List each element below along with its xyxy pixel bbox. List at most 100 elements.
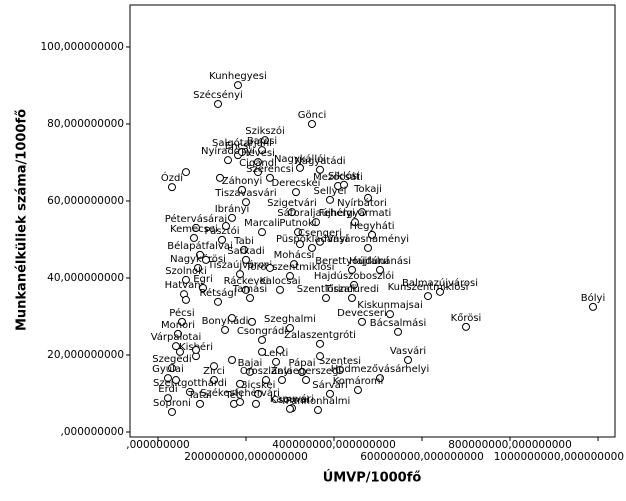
point-label: Szentesi: [319, 356, 361, 367]
point-label: Püspökladányi: [276, 233, 348, 245]
point-label: Pécsi: [169, 307, 194, 319]
x-tick-label: ,000000000: [126, 439, 189, 451]
data-point: [192, 345, 201, 354]
point-label: Mezőcsáti: [313, 171, 363, 183]
data-point: [210, 362, 219, 371]
data-point: [285, 324, 294, 333]
data-point: [185, 387, 194, 396]
point-label: Várpalotai: [151, 331, 202, 343]
point-label: Vasvári: [390, 345, 426, 357]
point-label: Vásárosnaményi: [327, 233, 409, 245]
point-label: Ráckevei: [224, 275, 269, 287]
data-point: [163, 374, 172, 383]
point-label: Tamási: [232, 283, 267, 295]
data-point: [181, 168, 190, 177]
point-label: Szigetvári: [267, 197, 317, 209]
data-point: [237, 185, 246, 194]
point-label: Érdi: [158, 382, 177, 395]
data-point: [245, 294, 254, 303]
point-label: Kalocsai: [259, 276, 300, 287]
data-point: [321, 294, 330, 303]
data-point: [240, 245, 249, 254]
y-tick-label: 40,000000000: [47, 272, 124, 284]
data-point: [193, 263, 202, 272]
data-point: [167, 407, 176, 416]
point-label: Soproni: [153, 398, 191, 409]
point-label: Hevesi: [241, 148, 275, 159]
data-point: [223, 156, 232, 165]
point-label: Komáromi: [333, 375, 384, 387]
data-point: [368, 230, 377, 239]
data-point: [313, 406, 322, 415]
point-label: Putnoki: [279, 218, 316, 229]
data-point: [294, 228, 303, 237]
point-label: Barcsi: [247, 136, 277, 147]
data-point: [254, 389, 263, 398]
data-point: [214, 99, 223, 108]
data-point: [316, 237, 325, 246]
data-point: [258, 347, 267, 356]
data-point: [357, 317, 366, 326]
data-point: [236, 270, 245, 279]
point-label: Szentlőrinci: [297, 283, 355, 295]
data-point: [265, 173, 274, 182]
data-point: [588, 302, 597, 311]
data-point: [353, 386, 362, 395]
point-label: Fehérgyarmati: [319, 207, 392, 219]
data-point: [196, 250, 205, 259]
data-point: [163, 394, 172, 403]
point-label: Oroszlányi: [240, 365, 292, 377]
data-point: [258, 335, 267, 344]
data-point: [241, 255, 250, 264]
data-point: [175, 347, 184, 356]
x-tick-label: 200000000,000000000: [184, 451, 308, 463]
data-point: [285, 404, 294, 413]
point-label: Bélapátfalvai: [167, 240, 233, 252]
point-label: Hegyháti: [349, 220, 394, 232]
point-label: Székesfehérvári: [200, 387, 280, 399]
point-label: Monori: [161, 320, 195, 331]
point-label: Kőrösi: [451, 312, 482, 324]
data-point: [233, 81, 242, 90]
data-point: [295, 240, 304, 249]
data-point: [436, 287, 445, 296]
data-point: [357, 208, 366, 217]
data-point: [312, 218, 321, 227]
point-label: Bajai: [238, 358, 263, 369]
point-label: Balmazújvárosi: [402, 277, 478, 289]
point-label: Tiszafüredi: [324, 284, 379, 295]
point-label: Cigándi: [239, 157, 277, 169]
data-point: [375, 265, 384, 274]
point-label: Salgótarjáni: [212, 137, 272, 149]
data-point: [285, 272, 294, 281]
data-point: [196, 399, 205, 408]
point-label: Hajdúszoboszlói: [314, 270, 394, 282]
y-tick-label: 60,000000000: [47, 195, 124, 207]
data-point: [171, 342, 180, 351]
point-label: Kunszentmiklósi: [388, 281, 469, 293]
x-axis-title: ÚMVP/1000fő: [323, 470, 422, 486]
point-label: Kemecsei: [170, 224, 218, 235]
data-point: [386, 310, 395, 319]
point-label: Hajdúnánási: [349, 255, 411, 267]
data-point: [215, 173, 224, 182]
point-label: Rétsági: [199, 287, 236, 299]
point-label: Bácsalmási: [370, 317, 426, 329]
point-label: Pásztói: [205, 225, 240, 237]
data-point: [364, 243, 373, 252]
point-label: Csengeri: [298, 228, 342, 239]
x-tick-label: 800000000,000000000: [448, 439, 572, 451]
data-point: [347, 265, 356, 274]
point-label: Gyulai: [152, 364, 184, 375]
data-point: [258, 228, 267, 237]
point-label: Téti: [224, 389, 242, 401]
data-point: [289, 260, 298, 269]
point-label: Tiszaújvárosi: [207, 259, 272, 271]
point-label: Lenti: [264, 348, 289, 359]
point-label: Kiskunmajsai: [357, 300, 422, 311]
data-point: [199, 283, 208, 292]
point-label: Szeghalmi: [264, 314, 316, 325]
data-point: [221, 222, 230, 231]
data-point: [251, 399, 260, 408]
data-point: [254, 158, 263, 167]
